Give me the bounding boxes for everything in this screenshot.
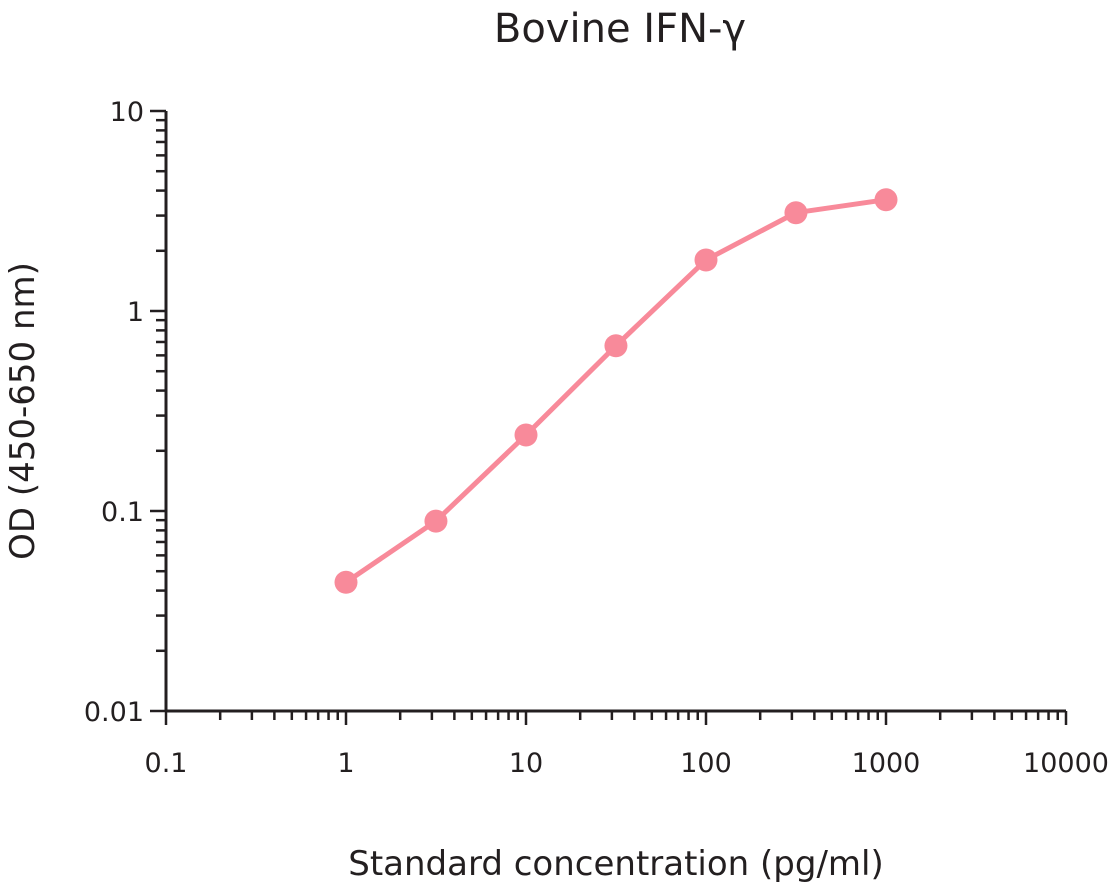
y-tick-label: 0.01 <box>84 697 144 728</box>
data-point <box>694 248 718 272</box>
y-axis-label: OD (450-650 nm) <box>3 262 43 560</box>
plot-area <box>334 188 898 594</box>
data-point <box>784 201 808 225</box>
y-tick-label: 0.1 <box>101 497 144 528</box>
x-tick-label: 1 <box>337 748 354 779</box>
data-point <box>514 423 538 447</box>
x-tick-label: 10000 <box>1023 748 1109 779</box>
axes <box>164 111 1066 713</box>
y-tick-label: 1 <box>127 297 144 328</box>
x-tick-label: 0.1 <box>145 748 188 779</box>
x-tick-label: 10 <box>509 748 543 779</box>
y-tick-label: 10 <box>110 97 144 128</box>
data-point <box>604 334 628 358</box>
x-tick-label: 100 <box>680 748 732 779</box>
data-point <box>424 509 448 533</box>
x-tick-label: 1000 <box>852 748 921 779</box>
chart-title: Bovine IFN-γ <box>494 6 746 52</box>
ticks <box>150 109 1068 725</box>
x-axis-label: Standard concentration (pg/ml) <box>348 844 883 884</box>
data-point <box>874 188 898 212</box>
data-point <box>334 570 358 594</box>
